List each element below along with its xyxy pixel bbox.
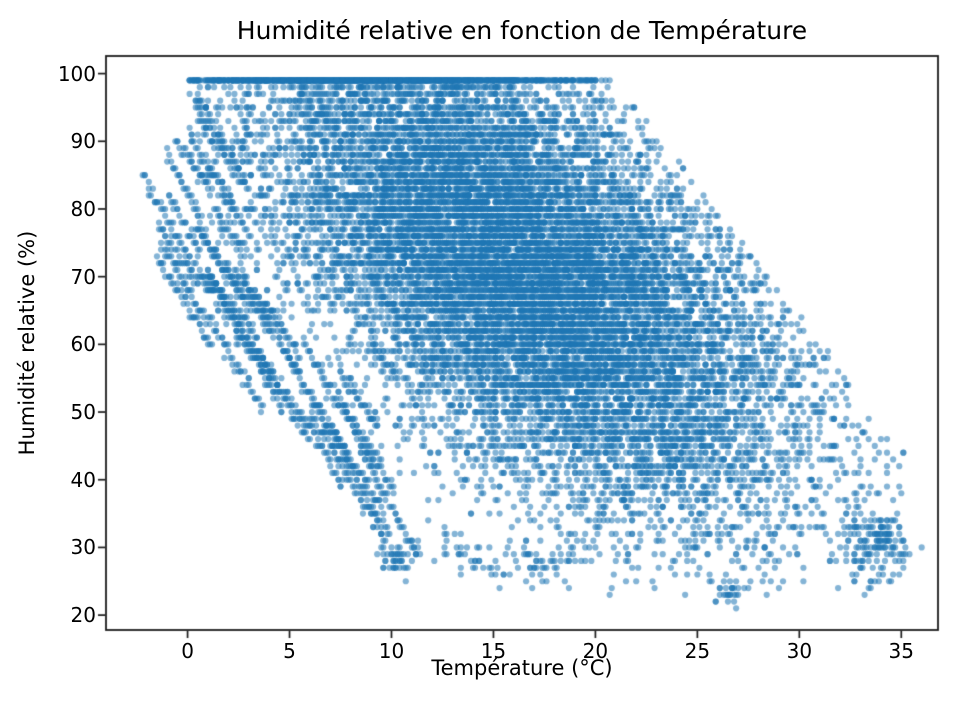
x-axis-label: Température (°C) — [431, 656, 613, 680]
y-tick-label: 100 — [57, 61, 96, 86]
y-tick-label: 20 — [70, 603, 96, 628]
x-tick-label: 20 — [582, 639, 609, 663]
y-tick-label: 40 — [70, 467, 96, 492]
x-tick-label: 25 — [684, 639, 711, 663]
x-tick-label: 0 — [181, 639, 194, 663]
y-tick-label: 80 — [70, 196, 96, 221]
y-tick-label: 30 — [70, 535, 96, 560]
x-tick-label: 35 — [888, 639, 915, 663]
y-tick-label: 70 — [70, 264, 96, 289]
x-tick-label: 5 — [283, 639, 296, 663]
x-tick-label: 10 — [378, 639, 405, 663]
y-tick-label: 60 — [70, 332, 96, 357]
y-tick-label: 90 — [70, 129, 96, 154]
x-tick-label: 30 — [786, 639, 813, 663]
chart-title: Humidité relative en fonction de Tempéra… — [236, 16, 808, 45]
x-tick-label: 15 — [480, 639, 507, 663]
y-tick-label: 50 — [70, 400, 96, 425]
